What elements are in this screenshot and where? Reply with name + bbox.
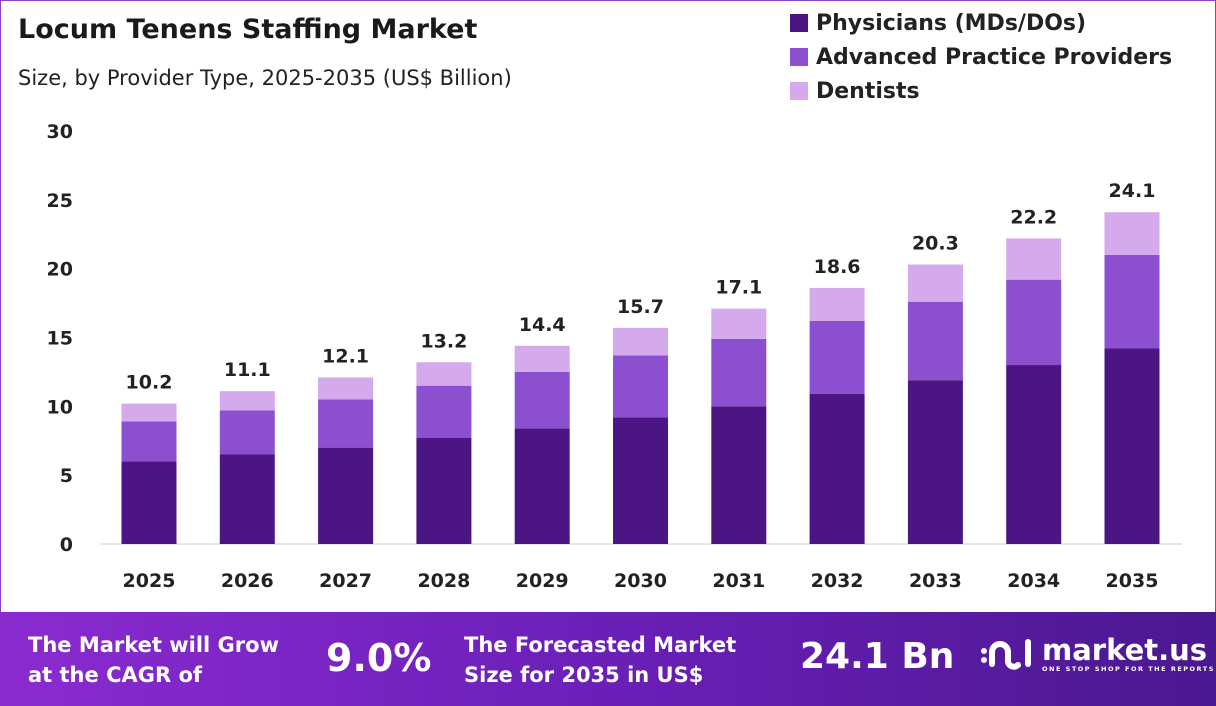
bar-segment-dentists	[1006, 238, 1062, 280]
bar-segment-physicians-mds-dos-	[613, 417, 668, 544]
bar-segment-advanced-practice-providers	[121, 421, 177, 462]
bar-segment-advanced-practice-providers	[1104, 254, 1160, 349]
y-tick-label: 10	[47, 396, 73, 418]
total-label: 11.1	[224, 359, 271, 381]
y-tick-label: 25	[47, 190, 73, 212]
x-tick-label: 2032	[811, 570, 864, 592]
y-tick-label: 0	[60, 534, 73, 556]
bar-segment-advanced-practice-providers	[416, 385, 472, 438]
total-label: 10.2	[126, 372, 173, 394]
total-label: 15.7	[617, 296, 664, 318]
bar-segment-dentists	[711, 308, 767, 339]
bar-segment-advanced-practice-providers	[1006, 279, 1062, 366]
bar-segment-advanced-practice-providers	[514, 371, 570, 429]
total-label: 17.1	[715, 277, 762, 299]
bar-segment-physicians-mds-dos-	[711, 406, 767, 544]
legend-item-physicians: Physicians (MDs/DOs)	[790, 6, 1172, 40]
bar-segment-physicians-mds-dos-	[1104, 348, 1160, 544]
legend-item-app: Advanced Practice Providers	[790, 40, 1172, 74]
x-tick-label: 2025	[123, 570, 176, 592]
total-label: 22.2	[1010, 206, 1057, 228]
chart-title: Locum Tenens Staffing Market	[18, 14, 478, 45]
footer-banner: The Market will Grow at the CAGR of 9.0% …	[0, 612, 1216, 706]
bar-segment-physicians-mds-dos-	[318, 447, 374, 544]
bar-segment-physicians-mds-dos-	[907, 380, 963, 544]
x-tick-label: 2028	[417, 570, 470, 592]
market-us-logo: market.us ONE STOP SHOP FOR THE REPORTS	[978, 634, 1215, 674]
legend-swatch	[790, 82, 808, 100]
y-tick-label: 30	[47, 121, 73, 143]
chart-subtitle: Size, by Provider Type, 2025-2035 (US$ B…	[18, 66, 512, 90]
bar-segment-dentists	[514, 345, 570, 372]
x-tick-label: 2029	[516, 570, 569, 592]
y-tick-label: 20	[47, 259, 73, 281]
x-tick-label: 2033	[909, 570, 962, 592]
bar-segment-advanced-practice-providers	[219, 410, 275, 455]
chart-plot: 05101520253010.2202511.1202612.1202713.2…	[47, 121, 1182, 592]
total-label: 18.6	[814, 256, 861, 278]
bar-segment-physicians-mds-dos-	[121, 461, 177, 544]
legend: Physicians (MDs/DOs) Advanced Practice P…	[790, 6, 1172, 108]
bar-segment-dentists	[121, 403, 177, 422]
forecast-value: 24.1 Bn	[800, 636, 955, 677]
bar-segment-physicians-mds-dos-	[1006, 365, 1062, 544]
bar-segment-advanced-practice-providers	[711, 338, 767, 407]
y-tick-label: 15	[47, 328, 73, 350]
x-tick-label: 2034	[1007, 570, 1060, 592]
legend-swatch	[790, 14, 808, 32]
legend-item-dentists: Dentists	[790, 74, 1172, 108]
bar-segment-physicians-mds-dos-	[416, 437, 472, 544]
total-label: 12.1	[322, 345, 369, 367]
bar-segment-advanced-practice-providers	[907, 301, 963, 381]
bar-segment-advanced-practice-providers	[809, 320, 865, 394]
bar-segment-dentists	[809, 287, 865, 321]
bar-segment-physicians-mds-dos-	[514, 428, 570, 544]
cagr-label: The Market will Grow at the CAGR of	[28, 633, 279, 687]
total-label: 20.3	[912, 233, 959, 255]
bar-segment-advanced-practice-providers	[318, 399, 374, 448]
bar-segment-dentists	[318, 377, 374, 400]
bar-segment-dentists	[1104, 212, 1160, 255]
cagr-value: 9.0%	[326, 636, 432, 680]
bar-segment-dentists	[416, 362, 472, 386]
x-tick-label: 2035	[1106, 570, 1159, 592]
y-tick-label: 5	[60, 465, 73, 487]
x-tick-label: 2026	[221, 570, 274, 592]
x-tick-label: 2031	[712, 570, 765, 592]
total-label: 14.4	[519, 314, 566, 336]
bar-segment-dentists	[907, 264, 963, 302]
bar-segment-advanced-practice-providers	[613, 355, 668, 418]
bar-segment-dentists	[613, 327, 668, 356]
forecast-label: The Forecasted Market Size for 2035 in US…	[464, 633, 737, 687]
legend-swatch	[790, 48, 808, 66]
bar-segment-physicians-mds-dos-	[809, 393, 865, 544]
logo-icon	[981, 639, 1031, 670]
x-tick-label: 2027	[319, 570, 372, 592]
total-label: 24.1	[1109, 180, 1156, 202]
total-label: 13.2	[420, 330, 467, 352]
bar-segment-dentists	[219, 391, 275, 411]
bar-segment-physicians-mds-dos-	[219, 454, 275, 544]
x-tick-label: 2030	[614, 570, 667, 592]
